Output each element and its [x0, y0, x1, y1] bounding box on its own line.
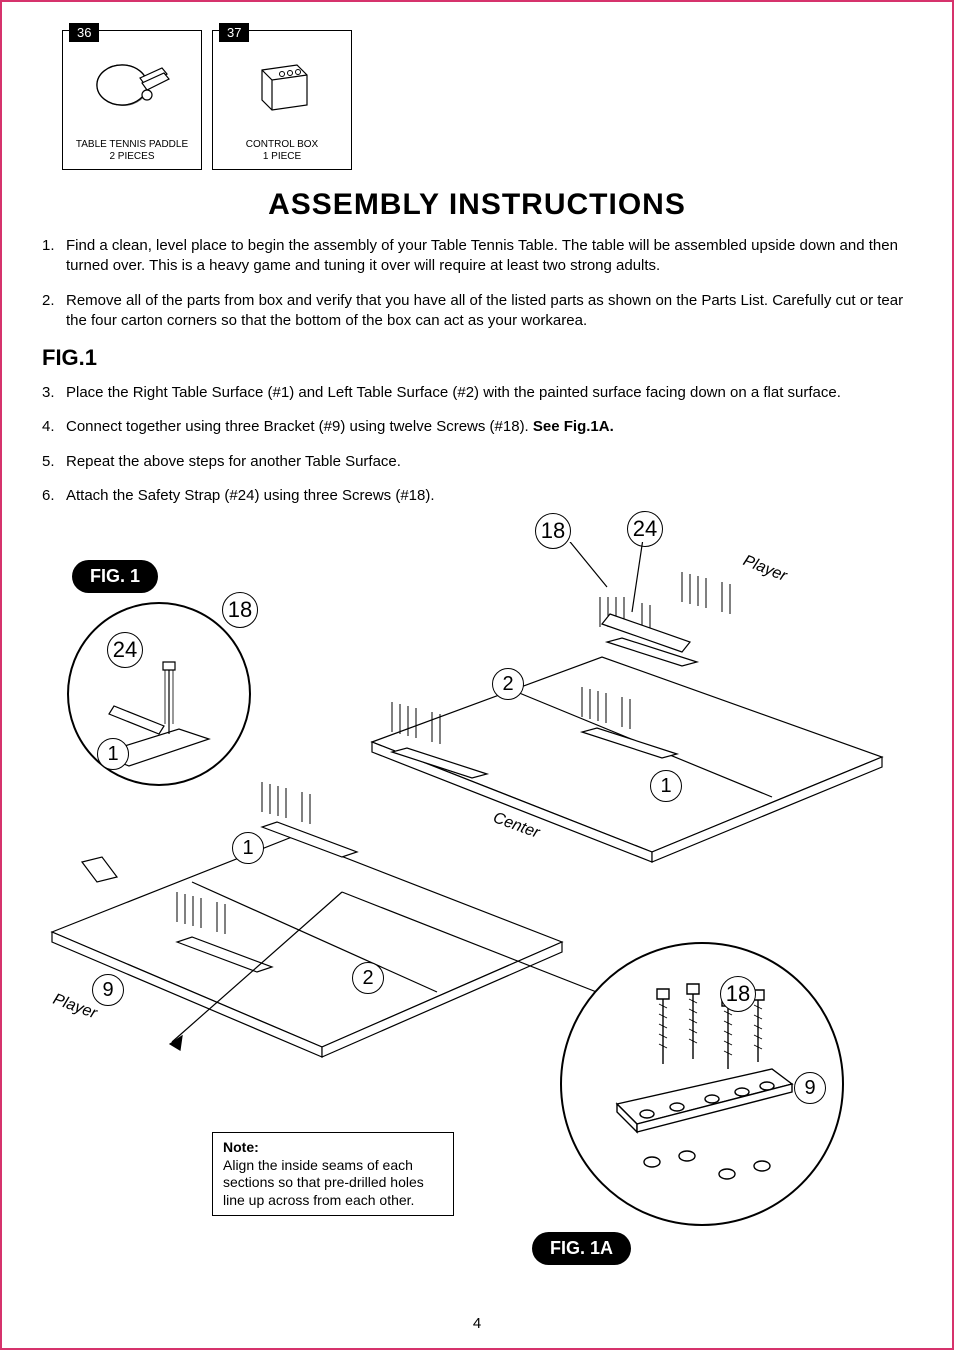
callout-24-left: 24 — [107, 632, 143, 668]
instruction-1: 1. Find a clean, level place to begin th… — [42, 236, 912, 277]
part-number: 37 — [219, 23, 249, 42]
part-label: TABLE TENNIS PADDLE 2 PIECES — [76, 139, 188, 163]
part-box-36: 36 TABLE TENNIS PADDLE 2 PIECES — [62, 30, 202, 170]
diagram-area: FIG. 1 18 24 1 1 2 1 2 9 Player Center — [42, 542, 912, 1308]
fig1-heading: FIG.1 — [42, 345, 912, 371]
parts-row: 36 TABLE TENNIS PADDLE 2 PIECES 37 — [62, 30, 912, 170]
paddle-icon — [63, 31, 201, 139]
fig1-badge: FIG. 1 — [72, 560, 158, 593]
callout-9-left: 9 — [92, 974, 124, 1006]
callout-1-left: 1 — [97, 738, 129, 770]
fig1a-badge: FIG. 1A — [532, 1232, 631, 1265]
instruction-4: 4. Connect together using three Bracket … — [42, 417, 912, 437]
callout-1-mid: 1 — [232, 832, 264, 864]
callout-18-left: 18 — [222, 592, 258, 628]
callout-1-right: 1 — [650, 770, 682, 802]
page: 36 TABLE TENNIS PADDLE 2 PIECES 37 — [0, 0, 954, 1350]
instructions-top: 1. Find a clean, level place to begin th… — [42, 236, 912, 331]
callout-2-up: 2 — [492, 668, 524, 700]
main-title: ASSEMBLY INSTRUCTIONS — [42, 188, 912, 222]
part-label: CONTROL BOX 1 PIECE — [246, 139, 318, 163]
note-box: Note: Align the inside seams of each sec… — [212, 1132, 454, 1216]
part-box-37: 37 CONTROL BOX 1 PIECE — [212, 30, 352, 170]
instruction-6: 6. Attach the Safety Strap (#24) using t… — [42, 486, 912, 506]
note-body: Align the inside seams of each sections … — [223, 1157, 424, 1208]
part-number: 36 — [69, 23, 99, 42]
instructions-fig1: 3. Place the Right Table Surface (#1) an… — [42, 383, 912, 506]
page-number: 4 — [473, 1315, 481, 1332]
instruction-5: 5. Repeat the above steps for another Ta… — [42, 452, 912, 472]
instruction-3: 3. Place the Right Table Surface (#1) an… — [42, 383, 912, 403]
callout-9-right: 9 — [794, 1072, 826, 1104]
note-title: Note: — [223, 1139, 259, 1155]
control-box-icon — [213, 31, 351, 139]
callout-18-right: 18 — [720, 976, 756, 1012]
callout-2-low: 2 — [352, 962, 384, 994]
detail-circle-left — [67, 602, 251, 786]
instruction-2: 2. Remove all of the parts from box and … — [42, 291, 912, 332]
